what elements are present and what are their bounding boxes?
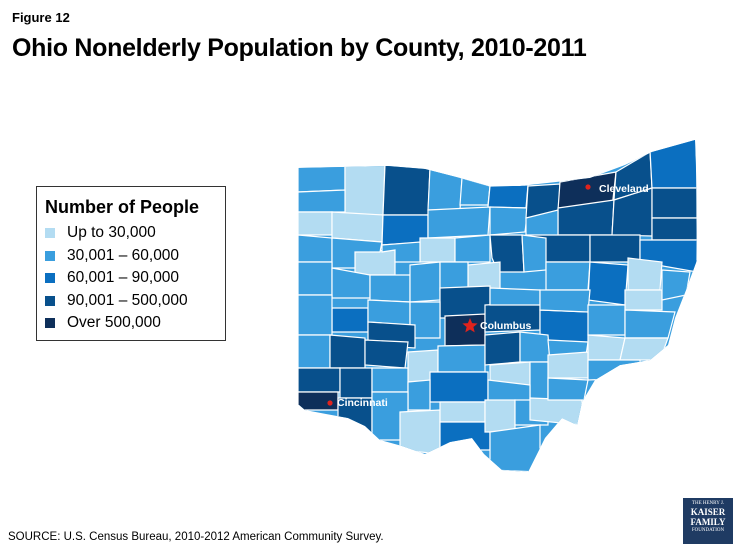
county	[587, 334, 626, 361]
county	[439, 261, 469, 291]
county	[489, 424, 541, 472]
county	[545, 261, 591, 291]
county	[369, 274, 411, 303]
county	[661, 269, 691, 301]
county	[298, 189, 346, 213]
figure-label: Figure 12	[12, 10, 70, 25]
county	[627, 257, 663, 291]
logo-line: FOUNDATION	[691, 528, 725, 533]
county	[529, 397, 583, 426]
county	[429, 371, 489, 403]
city-label-cincinnati: Cincinnati	[337, 397, 388, 409]
county	[484, 399, 516, 433]
legend-item-5: Over 500,000	[45, 312, 225, 335]
county	[587, 359, 641, 381]
county	[382, 164, 431, 216]
county	[409, 261, 441, 303]
county	[539, 289, 591, 313]
legend-swatch	[45, 228, 55, 239]
county	[439, 421, 491, 451]
county	[439, 401, 486, 423]
logo-line: KAISER	[690, 507, 726, 517]
county	[439, 285, 491, 319]
legend-label: 90,001 – 500,000	[67, 291, 188, 309]
county	[649, 140, 697, 189]
county	[364, 339, 409, 369]
city-label-cleveland: Cleveland	[599, 183, 649, 195]
county	[427, 206, 491, 239]
county	[298, 164, 346, 193]
county	[651, 217, 697, 241]
county	[587, 304, 626, 336]
legend-label: 60,001 – 90,000	[67, 269, 180, 287]
county	[587, 261, 629, 306]
cleveland-marker	[585, 184, 591, 190]
legend-item-4: 90,001 – 500,000	[45, 290, 225, 313]
county	[489, 206, 529, 236]
county	[489, 287, 541, 306]
legend-swatch	[45, 250, 55, 261]
county	[487, 184, 529, 209]
cincinnati-marker	[327, 400, 333, 406]
logo-line: FAMILY	[690, 517, 726, 527]
county	[298, 261, 333, 296]
county-group	[298, 140, 697, 472]
county	[529, 361, 549, 401]
county	[344, 164, 386, 216]
county	[484, 331, 521, 366]
kff-logo: THE HENRY J. KAISER FAMILY FOUNDATION	[683, 498, 733, 544]
county	[547, 351, 589, 379]
county	[371, 367, 409, 393]
county	[437, 344, 486, 373]
county	[298, 367, 341, 393]
county	[381, 241, 421, 263]
county	[329, 334, 366, 369]
county	[419, 237, 456, 263]
county	[298, 334, 331, 369]
map-legend: Number of People Up to 30,000 30,001 – 6…	[36, 186, 226, 341]
legend-item-1: Up to 30,000	[45, 222, 225, 245]
county	[459, 177, 491, 206]
county	[367, 299, 411, 326]
county	[547, 377, 589, 401]
county	[298, 391, 339, 411]
county	[619, 337, 669, 361]
legend-item-2: 30,001 – 60,000	[45, 245, 225, 268]
county	[331, 211, 384, 243]
county	[331, 307, 369, 333]
county	[298, 234, 333, 263]
page-title: Ohio Nonelderly Population by County, 20…	[12, 34, 587, 62]
county	[519, 331, 551, 363]
county	[454, 234, 491, 263]
source-note: SOURCE: U.S. Census Bureau, 2010-2012 Am…	[8, 531, 384, 543]
legend-swatch	[45, 295, 55, 306]
legend-label: Over 500,000	[67, 314, 161, 332]
county	[521, 234, 547, 273]
county	[427, 167, 463, 211]
legend-label: Up to 30,000	[67, 224, 156, 242]
legend-item-3: 60,001 – 90,000	[45, 267, 225, 290]
legend-title: Number of People	[45, 197, 200, 217]
ohio-county-map: Cleveland Columbus Cincinnati	[298, 140, 697, 472]
county	[444, 313, 486, 347]
city-label-columbus: Columbus	[480, 320, 531, 332]
county	[651, 187, 697, 219]
county	[298, 294, 333, 336]
legend-swatch	[45, 273, 55, 284]
county	[354, 249, 396, 276]
county	[407, 379, 431, 411]
legend-swatch	[45, 318, 55, 329]
legend-label: 30,001 – 60,000	[67, 246, 180, 264]
county	[399, 409, 441, 455]
county	[339, 367, 373, 399]
logo-line: THE HENRY J.	[691, 501, 725, 506]
county	[298, 211, 333, 236]
county	[624, 289, 663, 311]
county	[624, 309, 676, 339]
columbus-star-icon	[462, 318, 478, 333]
